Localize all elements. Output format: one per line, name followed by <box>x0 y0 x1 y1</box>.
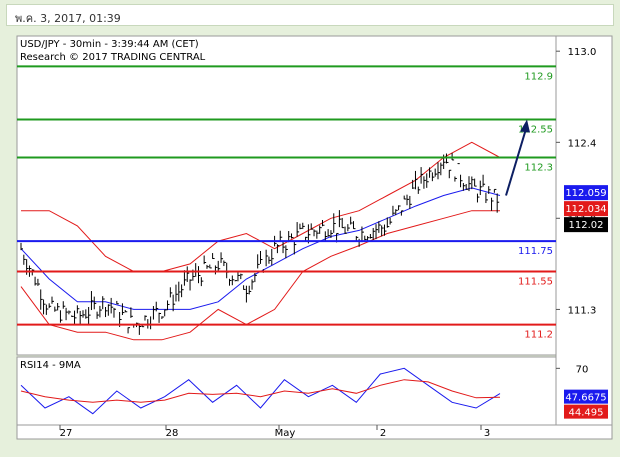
rsi-badge-label: 44.495 <box>569 408 604 419</box>
bollinger-lower <box>20 210 500 341</box>
time-tick-label: 2 <box>380 428 386 439</box>
price-panel <box>16 35 557 356</box>
level-label: 112.9 <box>524 71 553 82</box>
rsi-tick-label: 70 <box>576 364 589 375</box>
time-axis-panel <box>16 424 613 440</box>
price-badge-label: 112.02 <box>569 220 604 231</box>
price-tick-label: 113.0 <box>568 47 597 58</box>
time-tick-label: 27 <box>60 428 73 439</box>
level-label: 111.55 <box>518 276 553 287</box>
level-label: 111.2 <box>524 330 553 341</box>
time-tick-label: 28 <box>166 428 179 439</box>
rsi-badge <box>564 404 608 419</box>
level-label: 112.55 <box>518 125 553 136</box>
rsi-badge <box>564 389 608 404</box>
level-label: 112.3 <box>524 163 553 174</box>
time-tick-label: May <box>275 428 296 439</box>
price-badge <box>564 201 608 217</box>
price-badge <box>564 217 608 233</box>
price-badge-label: 112.059 <box>565 188 606 199</box>
rsi-line <box>20 367 501 415</box>
rsi-badge-label: 47.6675 <box>565 393 606 404</box>
chart-title: USD/JPY - 30min - 3:39:44 AM (CET) <box>20 39 199 50</box>
forecast-arrow-head <box>520 119 530 133</box>
rsi-ma-line <box>20 379 501 403</box>
price-tick-label: 112.4 <box>568 138 597 149</box>
chart-subtitle: Research © 2017 TRADING CENTRAL <box>20 52 206 63</box>
rsi-label: RSI14 - 9MA <box>20 360 81 371</box>
price-badge-label: 112.034 <box>565 204 606 215</box>
forecast-arrow-shaft <box>505 125 528 196</box>
timestamp-text: พ.ค. 3, 2017, 01:39 <box>15 12 121 25</box>
price-tick-label: 111.3 <box>568 305 597 316</box>
level-label: 111.75 <box>518 246 553 257</box>
price-badge <box>564 185 608 201</box>
timestamp-bar: พ.ค. 3, 2017, 01:39 <box>6 4 614 26</box>
time-tick-label: 3 <box>484 428 490 439</box>
